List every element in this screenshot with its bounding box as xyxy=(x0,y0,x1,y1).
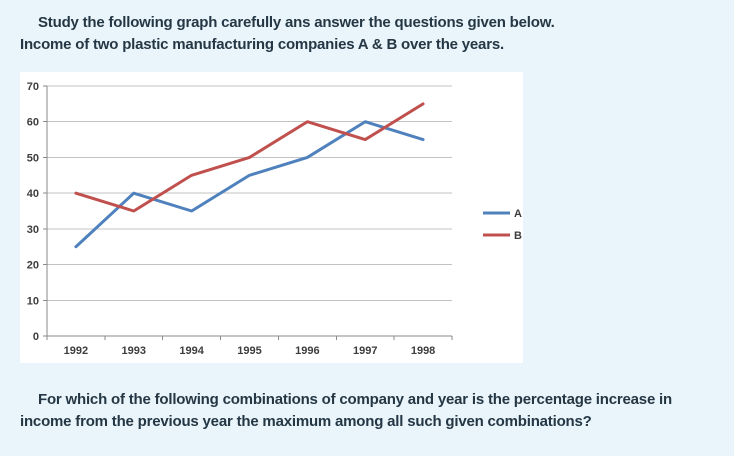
y-axis-label: 20 xyxy=(27,260,39,272)
y-axis-label: 30 xyxy=(27,224,39,236)
x-axis-label: 1993 xyxy=(122,345,146,357)
intro-text: Study the following graph carefully ans … xyxy=(20,12,720,56)
y-axis-label: 70 xyxy=(27,81,39,93)
x-axis-label: 1997 xyxy=(353,345,377,357)
legend-label-B: B xyxy=(514,230,522,242)
income-line-chart-svg: 0 10 20 30 40 50 60 70 1992 1993 1994 1995 1996 1997 1… xyxy=(27,81,522,357)
y-axis-label: 40 xyxy=(27,188,39,200)
y-axis-label: 60 xyxy=(27,117,39,129)
intro-line-2: Income of two plastic manufacturing comp… xyxy=(20,36,504,53)
question-line-1: For which of the following combinations … xyxy=(38,391,672,408)
question-line-2: income from the previous year the maximu… xyxy=(20,413,592,430)
x-axis-label: 1994 xyxy=(179,345,204,357)
x-axis-label: 1992 xyxy=(64,345,88,357)
y-axis-label: 10 xyxy=(27,295,39,307)
y-axis-label: 50 xyxy=(27,152,39,164)
series-line-B xyxy=(74,102,425,213)
income-line-chart: 0 10 20 30 40 50 60 70 1992 1993 1994 1995 1996 1997 1… xyxy=(20,72,523,363)
x-axis-label: 1996 xyxy=(295,345,319,357)
intro-line-1: Study the following graph carefully ans … xyxy=(38,14,555,31)
series-line-A xyxy=(74,120,425,249)
legend-label-A: A xyxy=(514,208,522,220)
question-text: For which of the following combinations … xyxy=(20,389,720,433)
x-axis-label: 1998 xyxy=(411,345,435,357)
x-axis-label: 1995 xyxy=(237,345,261,357)
y-axis-label: 0 xyxy=(33,331,39,343)
